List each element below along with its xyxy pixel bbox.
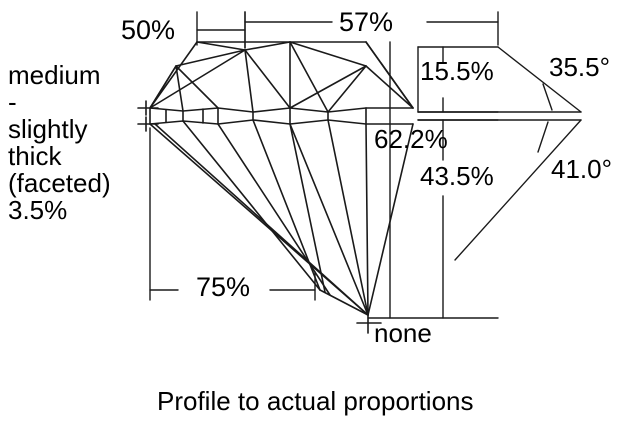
pavilion-angle-marker bbox=[417, 119, 582, 261]
dimension-table bbox=[244, 11, 499, 49]
label-lower-half: 75% bbox=[196, 272, 251, 302]
label-total-depth: 62.2% bbox=[374, 124, 448, 154]
label-star-length: 50% bbox=[121, 15, 176, 45]
label-pavilion-angle: 41.0° bbox=[551, 154, 613, 184]
label-girdle-description: medium - slightly thick (faceted) 3.5% bbox=[8, 60, 111, 226]
label-crown-angle: 35.5° bbox=[549, 52, 611, 82]
dimension-lower-half bbox=[149, 127, 316, 301]
label-table-percent: 57% bbox=[339, 7, 394, 37]
culet-marker bbox=[356, 313, 382, 334]
crown-angle-marker bbox=[417, 46, 582, 113]
dimension-total-depth bbox=[367, 41, 499, 319]
label-crown-height: 15.5% bbox=[420, 56, 494, 86]
figure-caption: Profile to actual proportions bbox=[157, 386, 474, 416]
label-pavilion-depth: 43.5% bbox=[420, 161, 494, 191]
girdle-thickness-ticks bbox=[137, 100, 159, 132]
label-culet: none bbox=[374, 318, 432, 348]
pavilion-facets bbox=[149, 119, 414, 316]
